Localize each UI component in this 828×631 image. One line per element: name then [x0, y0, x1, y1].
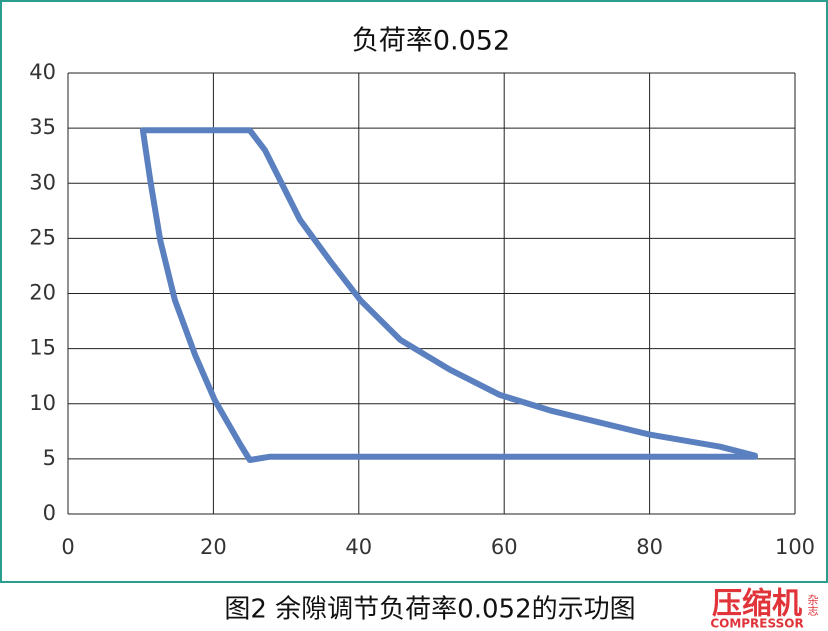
y-tick-label: 40: [29, 60, 56, 84]
y-tick-label: 35: [29, 115, 56, 139]
logo-main: 压缩机: [712, 587, 802, 622]
y-tick-label: 15: [29, 336, 56, 360]
chart-title: 负荷率0.052: [352, 26, 510, 57]
y-tick-label: 30: [29, 170, 56, 194]
line-series: [139, 127, 758, 463]
x-tick-label: 20: [200, 535, 227, 559]
y-tick-label: 5: [43, 446, 56, 470]
x-tick-label: 60: [491, 535, 518, 559]
plot: 0 5 10 15 20 25 30 35 40 0 20 40 60 80 100: [29, 60, 815, 559]
x-tick-label: 0: [61, 535, 74, 559]
x-tick-label: 40: [345, 535, 372, 559]
x-tick-label: 80: [636, 535, 663, 559]
y-tick-label: 10: [29, 391, 56, 415]
y-tick-label: 0: [43, 501, 56, 525]
chart-frame: [0, 0, 828, 583]
logo-sub: COMPRESSOR: [710, 617, 803, 631]
x-tick-label: 100: [775, 535, 815, 559]
y-tick-label: 25: [29, 225, 56, 249]
caption: 图2 余隙调节负荷率0.052的示功图: [224, 595, 635, 625]
logo-side: 杂志: [806, 594, 819, 616]
y-tick-label: 20: [29, 281, 56, 305]
